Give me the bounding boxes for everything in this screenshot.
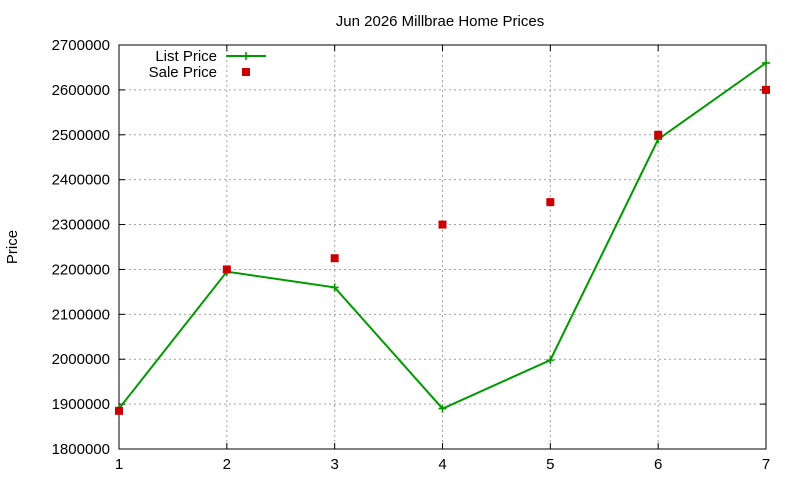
- y-tick-label: 2100000: [52, 306, 110, 323]
- sale-price-point: [654, 130, 663, 139]
- list-price-point: [762, 58, 770, 67]
- legend-label-sale-price: Sale Price: [149, 64, 217, 81]
- y-tick-label: 2600000: [52, 82, 110, 99]
- legend-label-list-price: List Price: [155, 48, 217, 65]
- legend-marker-list-price: [242, 52, 250, 60]
- list-price-point: [438, 404, 447, 413]
- x-tick-label: 3: [330, 456, 338, 473]
- sale-price-point: [762, 85, 770, 94]
- plot-frame: [118, 44, 767, 450]
- y-tick-label: 2700000: [52, 37, 110, 54]
- x-tick-label: 7: [762, 456, 770, 473]
- sale-price-point: [546, 198, 555, 207]
- y-tick-label: 2200000: [52, 261, 110, 278]
- x-tick-label: 6: [654, 456, 662, 473]
- x-tick-label: 1: [115, 456, 123, 473]
- x-tick-label: 2: [223, 456, 231, 473]
- y-tick-label: 2300000: [52, 217, 110, 234]
- y-tick-label: 1800000: [52, 441, 110, 458]
- y-tick-label: 2500000: [52, 127, 110, 144]
- x-tick-label: 5: [546, 456, 554, 473]
- grid: [119, 45, 766, 449]
- plot-series: [115, 58, 770, 415]
- sale-price-point: [115, 406, 123, 415]
- y-tick-label: 1900000: [52, 396, 110, 413]
- x-tick-label: 4: [438, 456, 446, 473]
- sale-price-point: [222, 265, 231, 274]
- axes: 1800000 1900000 2000000 2100000 2200000 23000…: [52, 37, 771, 473]
- sale-price-point: [330, 254, 339, 263]
- legend-marker-sale-price: [242, 68, 250, 76]
- sale-price-point: [438, 220, 447, 229]
- list-price-point: [330, 283, 339, 292]
- y-axis-label: Price: [4, 230, 21, 264]
- y-tick-label: 2400000: [52, 172, 110, 189]
- chart-title: Jun 2026 Millbrae Home Prices: [336, 13, 544, 30]
- y-tick-label: 2000000: [52, 351, 110, 368]
- list-price-point: [546, 356, 555, 365]
